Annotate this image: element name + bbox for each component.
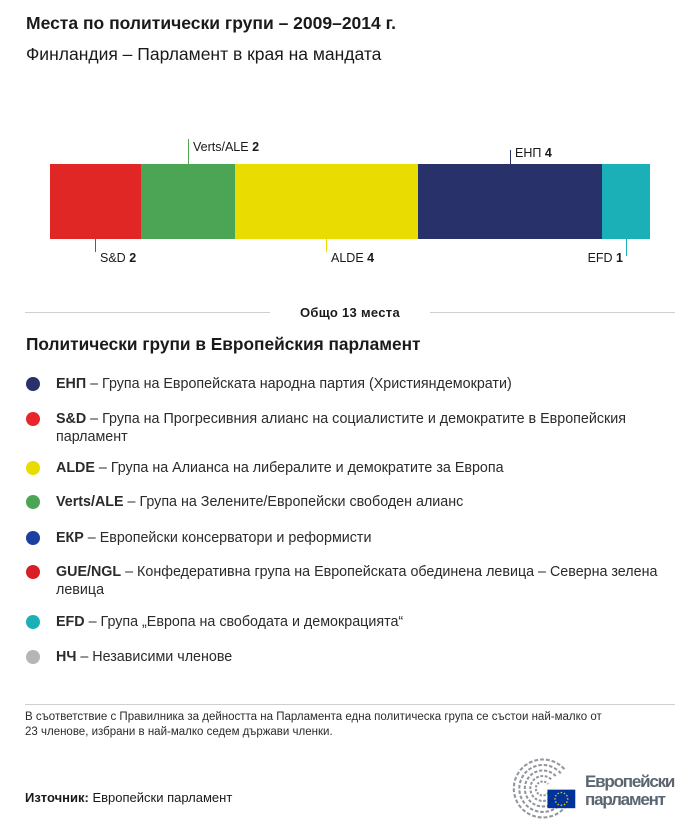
svg-text:парламент: парламент — [585, 790, 666, 809]
svg-text:Европейски: Европейски — [585, 772, 675, 791]
